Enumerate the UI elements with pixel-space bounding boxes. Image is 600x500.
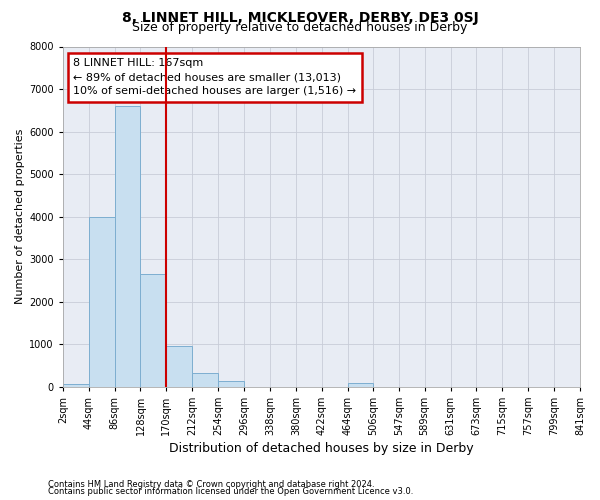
Y-axis label: Number of detached properties: Number of detached properties bbox=[15, 129, 25, 304]
Bar bbox=[89, 216, 115, 386]
Bar bbox=[192, 372, 218, 386]
Text: 8, LINNET HILL, MICKLEOVER, DERBY, DE3 0SJ: 8, LINNET HILL, MICKLEOVER, DERBY, DE3 0… bbox=[122, 11, 478, 25]
Bar bbox=[63, 384, 89, 386]
Text: Contains HM Land Registry data © Crown copyright and database right 2024.: Contains HM Land Registry data © Crown c… bbox=[48, 480, 374, 489]
Bar bbox=[347, 383, 373, 386]
Text: 8 LINNET HILL: 167sqm
← 89% of detached houses are smaller (13,013)
10% of semi-: 8 LINNET HILL: 167sqm ← 89% of detached … bbox=[73, 58, 356, 96]
X-axis label: Distribution of detached houses by size in Derby: Distribution of detached houses by size … bbox=[169, 442, 474, 455]
Text: Contains public sector information licensed under the Open Government Licence v3: Contains public sector information licen… bbox=[48, 488, 413, 496]
Bar bbox=[166, 346, 192, 387]
Text: Size of property relative to detached houses in Derby: Size of property relative to detached ho… bbox=[133, 21, 467, 34]
Bar bbox=[140, 274, 166, 386]
Bar bbox=[218, 381, 244, 386]
Bar bbox=[115, 106, 140, 386]
